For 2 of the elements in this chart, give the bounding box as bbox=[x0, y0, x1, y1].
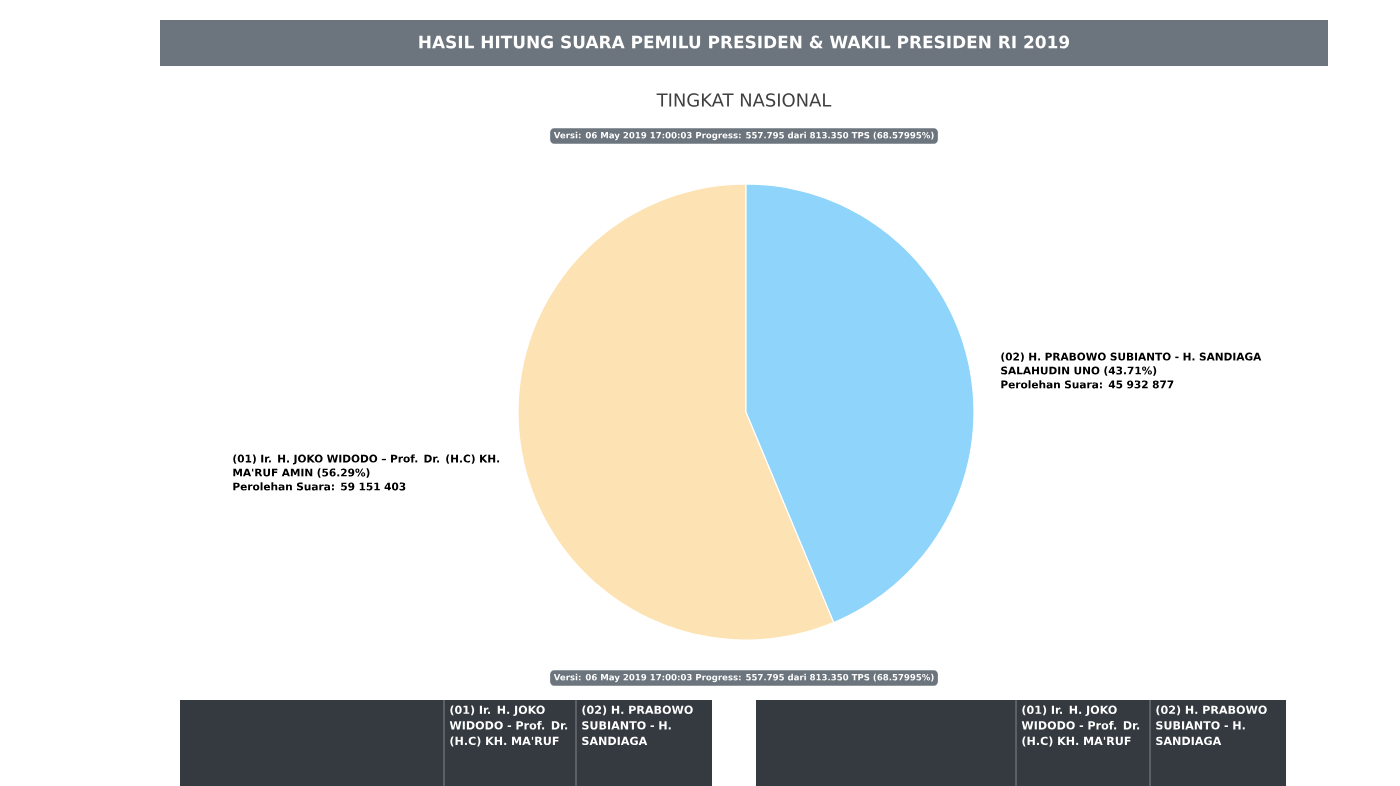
chart-title: HASIL HITUNG SUARA PEMILU PRESIDEN & WAKIL PRESIDEN RI 2019 bbox=[419, 35, 1070, 49]
chart-subtitle: TINGKAT NASIONAL bbox=[656, 93, 832, 107]
